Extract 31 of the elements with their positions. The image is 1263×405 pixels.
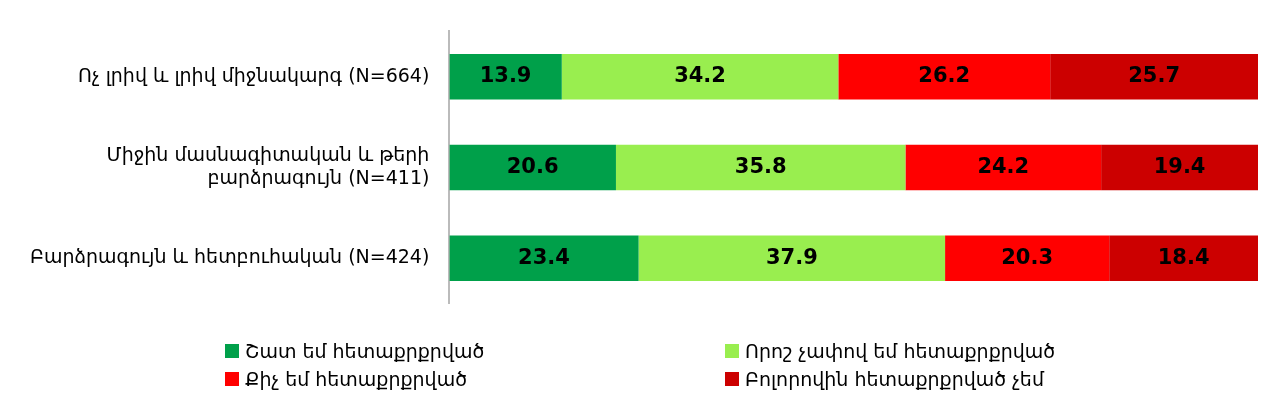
legend-label: Շատ եմ հետաքրքրված — [245, 340, 485, 362]
y-tick-label: Ոչ լրիվ և լրիվ միջնակարգ (N=664) — [78, 63, 430, 86]
bar — [1101, 144, 1258, 191]
data-label: 26.2 — [918, 63, 971, 88]
bar — [615, 144, 906, 191]
data-label: 20.6 — [506, 153, 559, 178]
data-label: 35.8 — [734, 153, 787, 178]
bar — [449, 144, 616, 191]
legend-label: Քիչ եմ հետաքրքրված — [245, 368, 467, 390]
bar — [561, 54, 839, 100]
data-label: 13.9 — [479, 63, 532, 88]
y-tick-label: Միջին մասնագիտական և թերի բարձրագույն (N=411) — [106, 143, 430, 188]
data-label: 19.4 — [1153, 153, 1206, 178]
legend-label: Որոշ չափով եմ հետաքրքրված — [745, 340, 1056, 362]
data-label: 18.4 — [1157, 244, 1210, 269]
bar — [838, 54, 1051, 100]
data-label: 34.2 — [674, 63, 726, 88]
bar — [449, 235, 639, 281]
bar — [1050, 54, 1258, 100]
data-label: 24.2 — [977, 153, 1030, 178]
data-label: 25.7 — [1128, 63, 1181, 88]
data-label: 20.3 — [1001, 244, 1054, 269]
y-tick-label: Բարձրագույն և հետբուհական (N=424) — [29, 245, 430, 268]
bar — [905, 144, 1102, 191]
bar — [638, 235, 946, 281]
bar — [449, 54, 562, 100]
data-label: 23.4 — [518, 244, 570, 269]
data-label: 37.9 — [765, 244, 818, 269]
legend-label: Բոլորովին հետաքրքրված չեմ — [745, 368, 1044, 390]
bar — [1109, 235, 1258, 281]
bar — [945, 235, 1110, 281]
